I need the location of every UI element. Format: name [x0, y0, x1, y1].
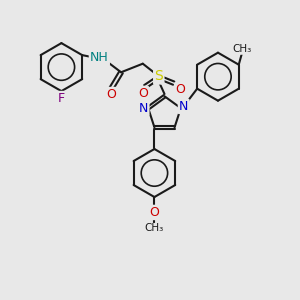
Text: NH: NH [90, 52, 109, 64]
Text: N: N [139, 102, 148, 115]
Text: CH₃: CH₃ [232, 44, 251, 54]
Text: O: O [176, 83, 185, 97]
Text: O: O [149, 206, 159, 219]
Text: F: F [58, 92, 65, 105]
Text: S: S [154, 69, 163, 83]
Text: CH₃: CH₃ [145, 224, 164, 233]
Text: O: O [138, 87, 148, 100]
Text: N: N [179, 100, 188, 113]
Text: O: O [106, 88, 116, 101]
